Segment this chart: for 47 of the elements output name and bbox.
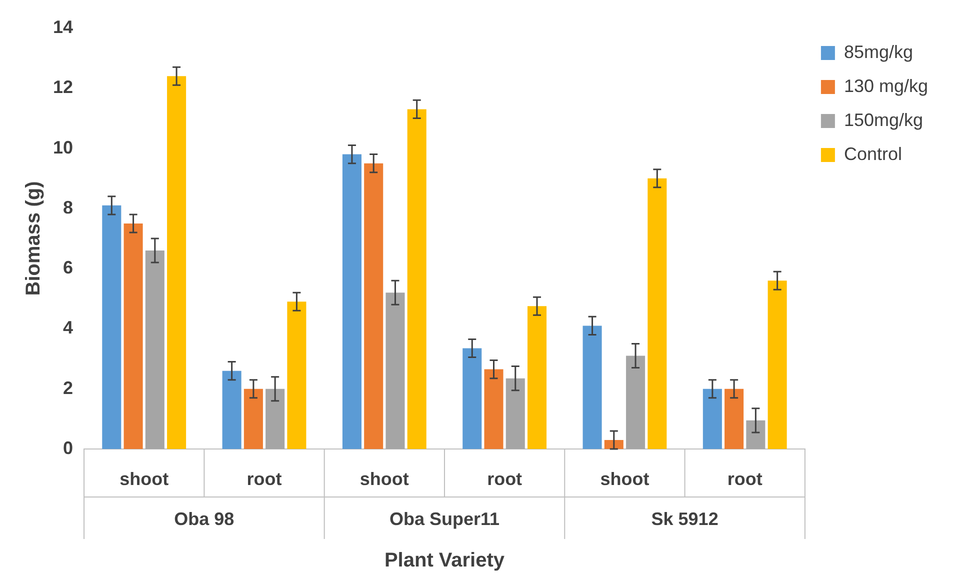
legend-label: 150mg/kg	[844, 110, 924, 130]
y-tick-label: 4	[63, 318, 74, 338]
x-tick-label: shoot	[600, 468, 650, 489]
y-tick-label: 14	[52, 16, 74, 37]
x-tick-label: shoot	[120, 468, 169, 489]
bar	[462, 348, 482, 449]
bar	[222, 370, 242, 449]
legend-label: Control	[844, 144, 902, 164]
bar	[145, 250, 164, 449]
bar	[386, 292, 405, 449]
text: Oba 98	[174, 508, 234, 529]
bar	[364, 163, 384, 449]
x-axis-title: Plant Variety	[384, 550, 506, 572]
bar	[604, 440, 624, 449]
bar	[244, 388, 263, 449]
y-axis-title: Biomass (g)	[22, 181, 45, 296]
y-tick-label: 2	[63, 378, 74, 398]
bar	[527, 306, 547, 449]
bar	[167, 76, 186, 449]
bar	[746, 420, 766, 449]
y-tick-label: 10	[52, 137, 74, 158]
y-tick-label: 6	[63, 258, 74, 278]
legend-label: 85mg/kg	[844, 42, 913, 62]
text: Sk 5912	[651, 508, 718, 529]
bar	[506, 378, 525, 449]
bar	[626, 356, 646, 449]
bar	[287, 302, 306, 449]
bar	[407, 109, 426, 449]
bar	[768, 280, 787, 449]
x-tick-label: root	[246, 468, 282, 489]
y-tick-label: 12	[52, 77, 74, 98]
y-tick-label: 0	[63, 438, 74, 458]
x-tick-label: root	[487, 468, 522, 489]
bar	[102, 205, 122, 449]
bar	[124, 223, 143, 449]
bar	[582, 326, 602, 449]
text: Oba Super11	[389, 508, 500, 529]
bar	[266, 388, 285, 449]
x-tick-label: shoot	[360, 468, 409, 489]
bar	[648, 178, 667, 449]
y-tick-label: 8	[63, 197, 74, 218]
bar	[724, 388, 744, 449]
bar	[484, 369, 504, 449]
bar	[702, 388, 722, 449]
x-tick-label: root	[727, 468, 762, 489]
bar	[342, 154, 362, 449]
legend-label: 130 mg/kg	[844, 76, 928, 96]
